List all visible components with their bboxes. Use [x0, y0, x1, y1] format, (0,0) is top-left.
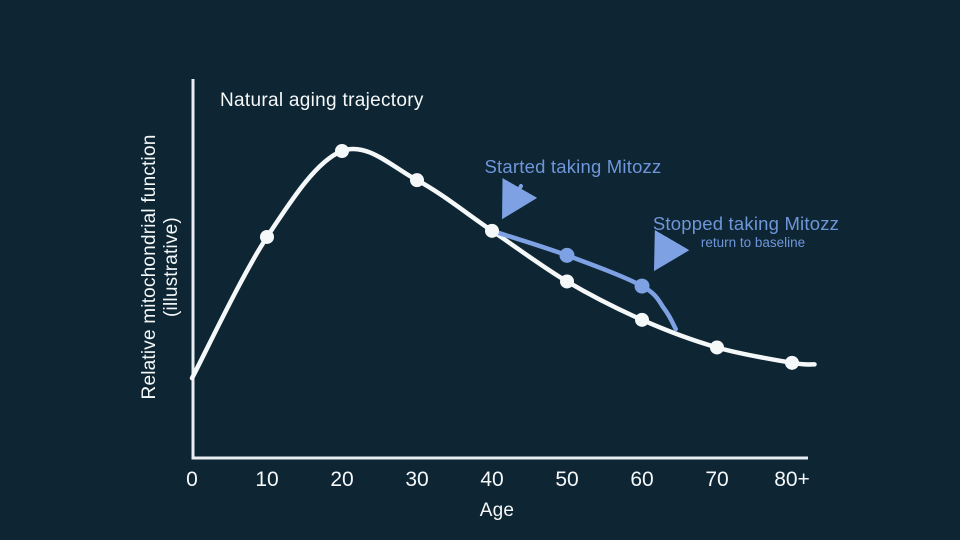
- annotation-started: Started taking Mitozz: [485, 156, 662, 220]
- stopped-mitozz-arrow: [653, 230, 690, 272]
- intervention-marker-age-50: [559, 247, 575, 263]
- x-tick-label-60: 60: [630, 468, 653, 491]
- baseline-marker-age-40: [485, 223, 499, 238]
- x-tick-label-20: 20: [330, 468, 353, 491]
- return-to-baseline-label: return to baseline: [701, 235, 805, 250]
- y-axis-title-line1: Relative mitochondrial function: [139, 135, 160, 400]
- x-tick-label-70: 70: [705, 468, 728, 491]
- axes: [191, 79, 808, 460]
- intervention-marker-age-60: [634, 278, 650, 294]
- intervention-curve: [489, 228, 678, 332]
- started-mitozz-label: Started taking Mitozz: [485, 156, 662, 177]
- x-axis-tick-labels: 0 10 20 30 40 50 60 70 80+: [186, 468, 810, 491]
- baseline-marker-age-10: [260, 229, 274, 244]
- baseline-marker-age-20: [335, 144, 349, 158]
- baseline-marker-age-30: [410, 173, 424, 188]
- baseline-curve: [189, 146, 817, 381]
- x-tick-label-10: 10: [255, 468, 278, 491]
- x-tick-label-50: 50: [555, 468, 578, 491]
- y-axis-title-line2: (illustrative): [161, 217, 182, 317]
- baseline-marker-age-50: [560, 274, 574, 289]
- x-tick-label-30: 30: [405, 468, 428, 491]
- series-layer: [189, 144, 817, 381]
- x-tick-label-0: 0: [186, 468, 198, 491]
- annotation-stopped: Stopped taking Mitozz return to baseline: [653, 213, 839, 272]
- baseline-marker-age-70: [710, 340, 724, 355]
- stopped-mitozz-label: Stopped taking Mitozz: [653, 213, 839, 234]
- baseline-marker-age-80: [785, 355, 799, 370]
- x-tick-label-40: 40: [480, 468, 503, 491]
- y-axis-title: Relative mitochondrial function (illustr…: [139, 135, 182, 400]
- x-tick-label-80+: 80+: [774, 468, 810, 491]
- started-mitozz-arrow: [502, 178, 538, 220]
- chart-title: Natural aging trajectory: [220, 90, 424, 111]
- x-axis-title: Age: [480, 500, 514, 521]
- baseline-marker-age-60: [635, 312, 649, 327]
